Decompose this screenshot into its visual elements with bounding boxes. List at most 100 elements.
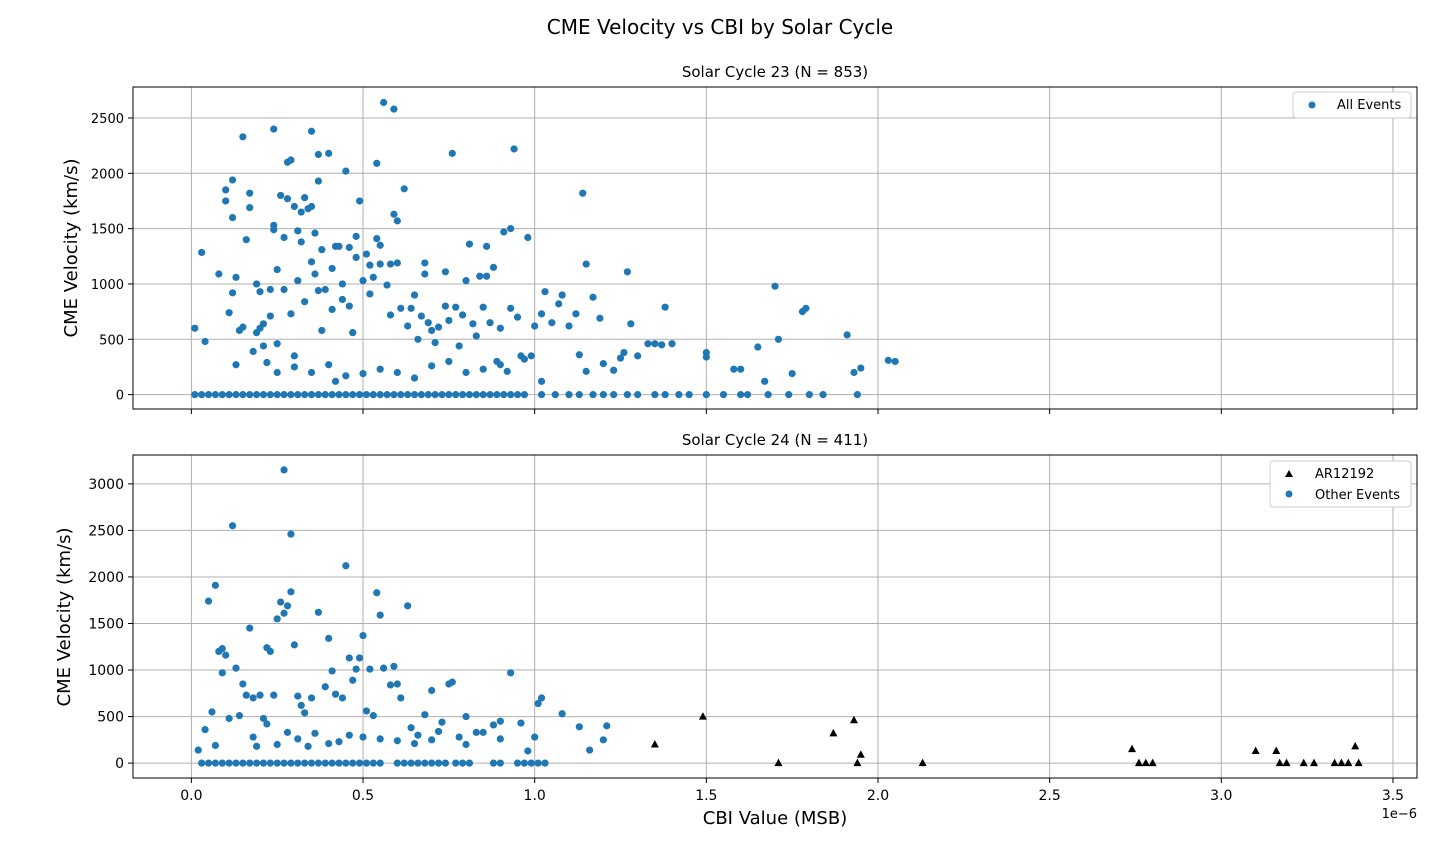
data-point — [493, 391, 501, 399]
data-point — [366, 665, 374, 673]
data-point-ar12192 — [1282, 758, 1291, 767]
data-point — [232, 664, 240, 672]
data-point — [390, 662, 398, 670]
data-point — [349, 329, 357, 337]
data-point — [280, 609, 288, 617]
data-point — [198, 391, 206, 399]
data-point-ar12192 — [1272, 746, 1281, 755]
data-point — [294, 391, 302, 399]
data-point — [551, 391, 559, 399]
data-point — [263, 358, 271, 367]
data-point — [369, 712, 377, 720]
data-point — [386, 311, 395, 319]
data-point — [349, 759, 357, 767]
data-point — [266, 312, 274, 320]
data-point-ar12192 — [1354, 758, 1363, 767]
data-point — [507, 669, 515, 677]
data-point-ar12192 — [1251, 746, 1260, 755]
data-point — [342, 372, 350, 380]
data-point — [819, 391, 827, 399]
data-point — [417, 391, 425, 399]
data-point — [438, 391, 446, 399]
data-point — [242, 691, 250, 699]
data-point — [225, 759, 233, 767]
data-point — [884, 356, 892, 364]
data-point — [421, 759, 429, 767]
data-point — [428, 736, 436, 744]
data-point — [575, 723, 583, 731]
data-point — [483, 242, 491, 250]
data-point — [290, 202, 298, 211]
data-point — [314, 608, 322, 616]
data-point — [280, 759, 288, 767]
data-point — [390, 210, 398, 218]
y-tick-label: 2500 — [88, 523, 124, 539]
data-point — [393, 759, 401, 767]
y-tick-label: 1500 — [88, 616, 124, 632]
data-point — [462, 277, 470, 285]
data-point — [342, 391, 350, 399]
data-point — [331, 690, 340, 698]
data-point — [342, 759, 350, 767]
data-point — [228, 522, 237, 530]
y-tick-label: 500 — [99, 333, 124, 348]
data-point — [414, 731, 422, 739]
plot-cycle-24: Solar Cycle 24 (N = 411) CME Velocity (k… — [54, 431, 1418, 829]
data-point — [589, 391, 597, 399]
data-point — [335, 391, 343, 399]
data-point — [376, 611, 384, 619]
x-tick-label: 3.5 — [1382, 788, 1404, 804]
data-point — [428, 759, 436, 767]
data-point — [318, 326, 326, 335]
data-point — [462, 740, 470, 749]
y-tick-label: 1000 — [91, 278, 124, 293]
data-point — [496, 717, 504, 725]
data-point — [338, 694, 347, 702]
data-point — [668, 340, 676, 348]
data-point — [232, 759, 240, 767]
legend-label-ar12192: AR12192 — [1315, 467, 1374, 482]
data-point — [201, 337, 209, 346]
plot-title-cycle-23: Solar Cycle 23 (N = 853) — [682, 63, 868, 81]
data-point — [610, 391, 618, 399]
data-point — [290, 641, 298, 649]
data-point — [761, 377, 769, 385]
data-point — [421, 259, 429, 267]
data-point-ar12192 — [853, 758, 862, 767]
data-point — [441, 268, 450, 276]
data-point — [273, 368, 281, 377]
data-point-ar12192 — [856, 750, 865, 758]
data-point — [421, 270, 429, 278]
plot-frame-cycle-24 — [132, 454, 1418, 779]
data-point — [445, 391, 453, 399]
data-point — [634, 352, 642, 360]
data-point — [534, 699, 542, 708]
data-point — [297, 208, 305, 216]
data-point — [414, 759, 422, 767]
data-point — [537, 377, 546, 385]
data-point — [307, 127, 316, 135]
data-point — [235, 712, 244, 720]
data-point — [496, 735, 504, 743]
x-tick-label: 1.0 — [524, 788, 546, 804]
data-point — [548, 319, 556, 327]
data-point — [455, 733, 463, 741]
data-point — [246, 204, 254, 212]
data-point — [359, 733, 367, 741]
data-point — [222, 651, 230, 659]
data-point — [314, 287, 322, 295]
data-point — [520, 759, 528, 767]
data-point — [472, 728, 480, 736]
data-point — [438, 718, 446, 726]
data-point — [472, 332, 480, 340]
data-point — [510, 145, 518, 153]
legend-box — [1292, 91, 1412, 119]
data-point — [376, 759, 384, 767]
data-point — [294, 277, 302, 285]
data-point — [383, 391, 391, 399]
data-point — [774, 335, 783, 343]
data-point — [211, 581, 219, 589]
data-point — [301, 759, 309, 767]
data-point — [328, 305, 336, 314]
data-point-ar12192 — [1337, 758, 1346, 767]
